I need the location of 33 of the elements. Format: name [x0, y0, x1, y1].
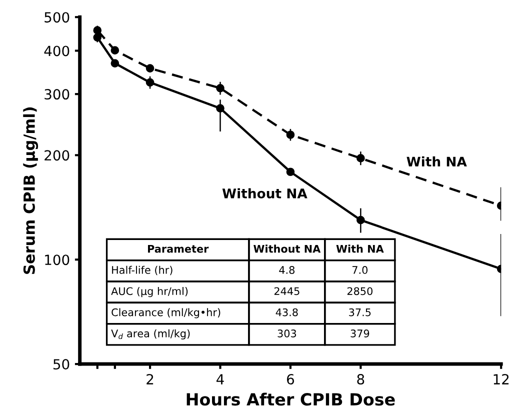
annotation: AUC (μg hr/ml) — [111, 287, 188, 298]
series-label: Without NA — [222, 188, 308, 198]
x-tick-label: 6 — [287, 374, 294, 385]
annotation: Clearance (ml/kg•hr) — [112, 308, 220, 318]
y-tick-label: 300 — [44, 89, 70, 100]
annotation: Half-life (hr) — [112, 266, 172, 276]
x-tick-label: 8 — [357, 374, 364, 385]
y-tick-label: 200 — [44, 150, 70, 161]
annotation: 37.5 — [349, 308, 371, 316]
y-tick-label: 400 — [44, 46, 70, 56]
point — [110, 46, 120, 55]
y-tick-label: 500 — [44, 12, 70, 23]
annotation: Parameter — [148, 245, 209, 253]
annotation: 2445 — [274, 287, 300, 296]
x-axis-title: Hours After CPIB Dose — [186, 392, 395, 406]
x-tick-label: 2 — [146, 374, 154, 384]
annotation: 379 — [350, 330, 370, 338]
point — [286, 168, 295, 176]
annotation: 2850 — [347, 287, 372, 296]
annotation: 303 — [278, 330, 296, 338]
annotation: 4.8 — [279, 266, 294, 274]
annotation: V$_{d}$ area (ml/kg) — [111, 329, 190, 340]
x-tick-label: 12 — [494, 374, 509, 384]
annotation: Without NA — [254, 244, 321, 253]
y-tick-label: 100 — [45, 254, 70, 266]
y-tick-label: 50 — [54, 359, 70, 370]
annotation: 43.8 — [276, 308, 298, 316]
y-axis-title: Serum CPIB (μg/ml) — [23, 107, 38, 274]
series-label: With NA — [406, 156, 467, 166]
x-tick-label: 4 — [216, 374, 224, 384]
annotation: With NA — [336, 244, 384, 253]
annotation: 7.0 — [352, 266, 368, 274]
point — [110, 59, 120, 68]
